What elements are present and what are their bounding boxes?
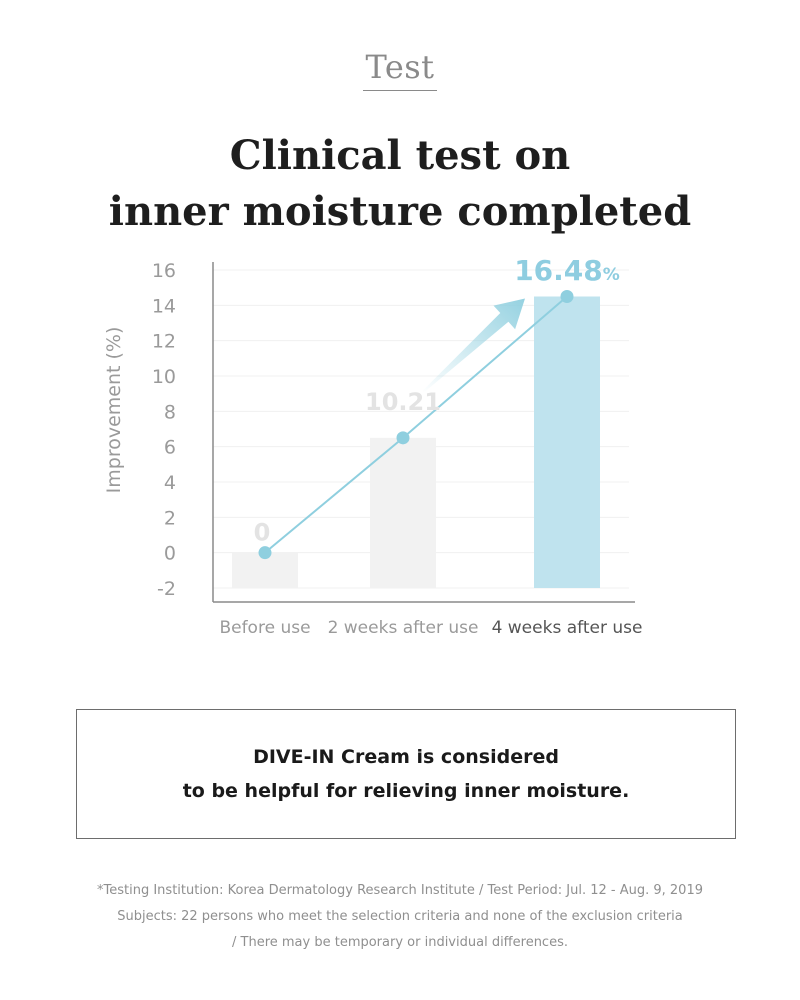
conclusion-box: DIVE-IN Cream is considered to be helpfu…: [76, 709, 736, 839]
bar: [370, 437, 436, 588]
data-point: [396, 431, 410, 445]
headline-line-2: inner moisture completed: [108, 188, 692, 235]
footnote-line-3: / There may be temporary or individual d…: [232, 935, 568, 950]
y-tick-label: 0: [164, 543, 176, 565]
headline-line-1: Clinical test on: [229, 132, 571, 179]
chart-labels: -2 0 2 4 6 8 10 12 14 16 Improvement (%) Before use…: [103, 254, 642, 638]
improvement-bar-chart: -2 0 2 4 6 8 10 12 14 16 Improvement (%) Before use…: [103, 254, 642, 638]
x-tick-label: 4 weeks after use: [492, 618, 643, 638]
section-label-text: Test: [363, 48, 437, 91]
y-tick-label: 8: [164, 401, 176, 423]
data-label: 0: [254, 519, 271, 547]
x-tick-label: Before use: [219, 618, 310, 638]
page-headline: Clinical test on inner moisture complete…: [0, 128, 800, 240]
data-label-highlight: 16.48%: [514, 254, 620, 287]
footnote-line-1: *Testing Institution: Korea Dermatology …: [97, 883, 703, 898]
y-tick-label: 16: [152, 260, 176, 282]
data-point: [560, 290, 574, 303]
trend-arrow: [422, 298, 525, 393]
y-tick-label: 4: [164, 472, 176, 494]
conclusion-line-2: to be helpful for relieving inner moistu…: [182, 780, 630, 802]
y-tick-label: -2: [157, 578, 176, 600]
conclusion-line-1: DIVE-IN Cream is considered: [253, 746, 559, 768]
section-label: Test: [0, 48, 800, 91]
y-tick-label: 6: [164, 437, 176, 459]
y-axis-label: Improvement (%): [103, 327, 125, 494]
data-point: [258, 546, 272, 560]
chart-axes: [212, 262, 635, 603]
y-tick-label: 12: [152, 331, 176, 353]
trend-arrow-shape: [422, 298, 525, 393]
y-tick-label: 2: [164, 507, 176, 529]
data-label: 10.21: [365, 388, 441, 416]
y-tick-label: 14: [152, 295, 176, 317]
footnote: *Testing Institution: Korea Dermatology …: [0, 878, 800, 956]
bar: [534, 296, 600, 588]
y-tick-label: 10: [152, 366, 176, 388]
x-tick-label: 2 weeks after use: [328, 618, 479, 638]
footnote-line-2: Subjects: 22 persons who meet the select…: [117, 909, 683, 924]
trend-line: [258, 290, 574, 560]
